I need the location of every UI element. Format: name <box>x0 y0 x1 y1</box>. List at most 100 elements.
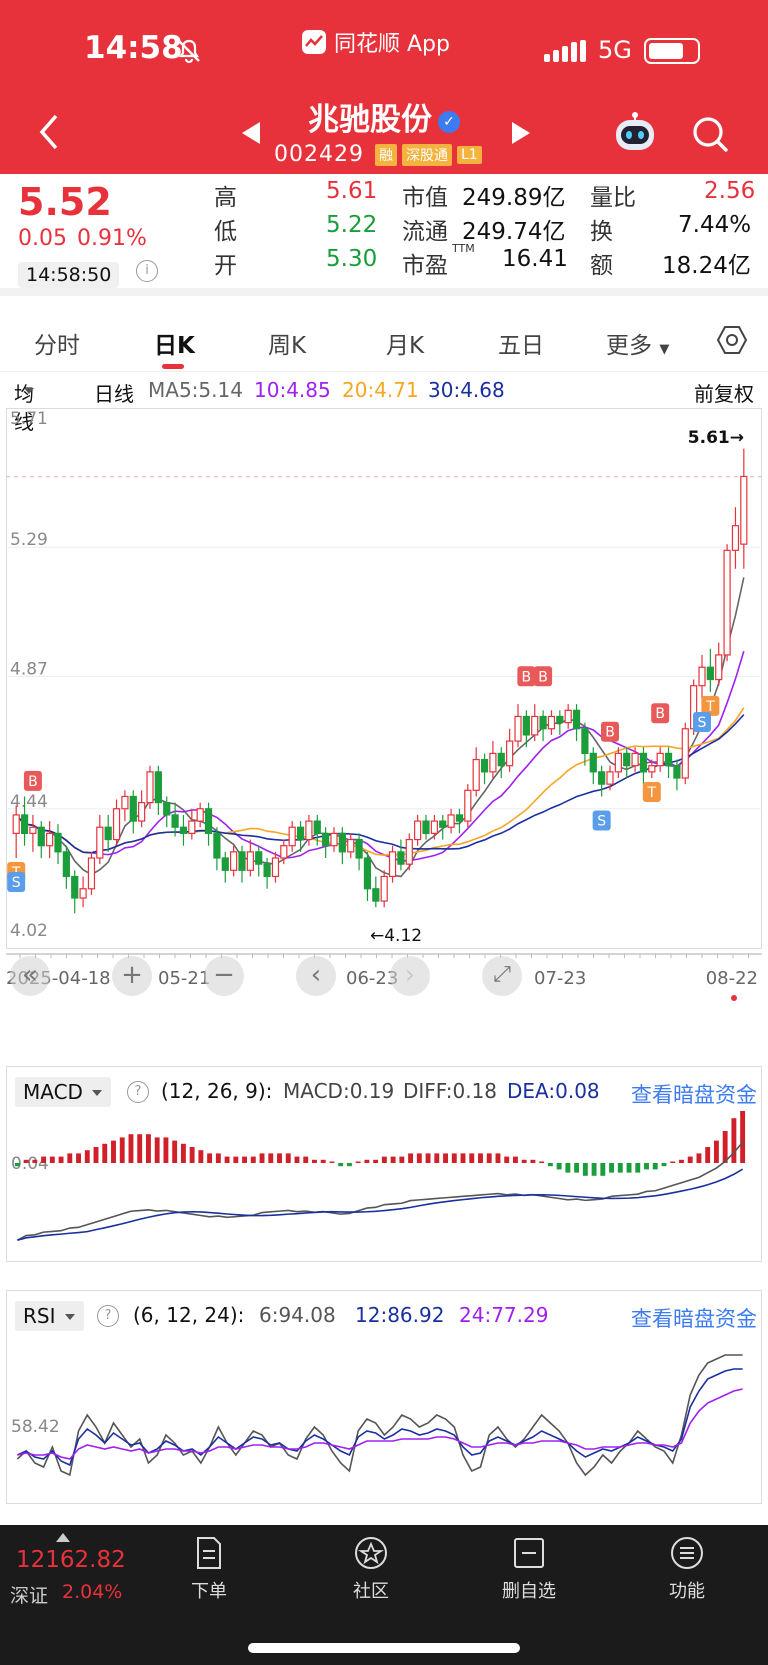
macd-bar <box>381 1156 387 1163</box>
bell-muted-icon <box>178 39 200 64</box>
rsi-selector[interactable]: RSI <box>15 1301 84 1331</box>
candle-body <box>489 752 497 773</box>
scroll-right-button[interactable]: › <box>390 956 430 996</box>
candle-body <box>706 666 714 681</box>
macd-bar <box>364 1159 370 1163</box>
index-value[interactable]: 12162.82 <box>16 1547 126 1573</box>
prev-stock-icon[interactable] <box>242 122 260 144</box>
candle-body <box>380 875 388 902</box>
stock-header: 14:58 同花顺 App 5G 兆驰股份 ✓ 002429 融 深股通 L1 <box>0 0 768 174</box>
tab-community[interactable]: 社区 <box>326 1535 416 1603</box>
macd-bar <box>32 1159 38 1163</box>
high-value: 5.61 <box>326 178 378 204</box>
search-icon[interactable] <box>690 114 730 154</box>
app-logo-icon <box>302 30 326 54</box>
macd-bar <box>76 1153 81 1163</box>
tab-five-day[interactable]: 五日 <box>498 333 544 359</box>
chart-frame <box>6 408 762 949</box>
candle-body <box>397 851 405 865</box>
candle-body <box>338 832 346 853</box>
signal-sell-marker <box>693 712 711 732</box>
candle-body <box>572 709 581 730</box>
candle-body <box>79 888 87 899</box>
tab-remove-watch[interactable]: 删自选 <box>484 1535 574 1603</box>
vol-ratio-value: 2.56 <box>704 178 756 204</box>
ma10-value: 10:4.85 <box>254 378 331 402</box>
macd-bar <box>617 1163 623 1173</box>
x-tick-label: 07-23 <box>534 968 586 989</box>
macd-bar <box>215 1153 221 1163</box>
candle-body <box>539 715 547 730</box>
macd-bar <box>635 1163 641 1173</box>
macd-dea-line <box>17 1168 744 1241</box>
macd-bar <box>495 1153 501 1163</box>
dark-pool-link-macd[interactable]: 查看暗盘资金 <box>631 1083 757 1107</box>
tab-order[interactable]: 下单 <box>164 1535 254 1603</box>
macd-params: (12, 26, 9): <box>161 1079 273 1103</box>
fullscreen-button[interactable]: ⤢ <box>482 956 522 996</box>
macd-bar <box>591 1163 597 1176</box>
candle-body <box>46 832 54 847</box>
macd-bar <box>198 1150 204 1163</box>
info-icon[interactable]: i <box>136 260 158 282</box>
tab-daily-k[interactable]: 日K <box>154 333 195 359</box>
macd-dea: DEA:0.08 <box>507 1079 600 1103</box>
candle-body <box>20 814 29 834</box>
candle-body <box>355 838 363 859</box>
ma20-line <box>15 707 745 857</box>
macd-bar <box>119 1137 125 1163</box>
rsi-svg: 58.42 <box>11 1354 743 1477</box>
macd-bar <box>207 1153 213 1163</box>
candle-body <box>121 795 129 810</box>
candle-body <box>138 802 146 822</box>
signal-icon <box>544 40 586 62</box>
robot-assistant-icon[interactable] <box>612 112 658 152</box>
signal-buy-marker <box>23 770 42 791</box>
macd-bar <box>224 1156 230 1163</box>
macd-bar <box>556 1163 562 1170</box>
candle-body <box>606 771 614 785</box>
tab-more[interactable]: 更多 ▼ <box>606 326 669 360</box>
kline-chart[interactable]: 5.715.294.874.444.02BTSBBBBSTTS5.61→←4.1… <box>6 408 762 1014</box>
tab-order-label: 下单 <box>191 1581 227 1602</box>
signal-buy-label: B <box>605 725 615 741</box>
tab-monthly-k[interactable]: 月K <box>386 333 425 359</box>
zoom-out-button[interactable]: − <box>204 956 244 996</box>
today-dot <box>731 995 737 1001</box>
macd-help-icon[interactable]: ? <box>127 1081 149 1103</box>
signal-sell-marker <box>7 872 26 892</box>
macd-bar <box>486 1153 492 1163</box>
candle-body <box>723 549 731 656</box>
mcap-value: 249.89亿 <box>462 185 566 211</box>
tab-weekly-k[interactable]: 周K <box>268 333 307 359</box>
rewind-button[interactable]: « <box>10 956 50 996</box>
macd-bar <box>172 1140 178 1163</box>
index-name: 深证 <box>10 1585 49 1607</box>
candle-body <box>715 654 723 681</box>
tab-functions[interactable]: 功能 <box>642 1535 732 1603</box>
candle-body <box>589 752 597 773</box>
remove-watch-icon <box>514 1538 544 1568</box>
rsi-help-icon[interactable]: ? <box>97 1305 119 1327</box>
back-arrow-icon[interactable] <box>34 112 64 152</box>
macd-bar <box>137 1134 143 1163</box>
zoom-in-button[interactable]: + <box>112 956 152 996</box>
dark-pool-link-rsi[interactable]: 查看暗盘资金 <box>631 1307 757 1331</box>
macd-selector[interactable]: MACD <box>15 1077 111 1107</box>
period-tabs: 分时 日K 周K 月K 五日 更多 ▼ <box>0 304 768 372</box>
signal-t-marker <box>642 782 661 802</box>
candle-body <box>29 826 37 834</box>
tab-intraday[interactable]: 分时 <box>34 333 80 359</box>
candle-body <box>639 752 648 773</box>
tab-community-label: 社区 <box>353 1581 389 1602</box>
settings-hexagon-icon[interactable] <box>716 324 748 356</box>
candle-body <box>230 851 238 871</box>
adjust-mode[interactable]: 前复权 <box>694 382 754 406</box>
turnover-label: 换 <box>590 219 613 245</box>
candle-body <box>146 771 154 804</box>
signal-sell-label: S <box>597 813 606 829</box>
candle-body <box>313 820 321 834</box>
next-stock-icon[interactable] <box>512 122 530 144</box>
scroll-left-button[interactable]: ‹ <box>296 956 336 996</box>
candle-body <box>96 826 104 859</box>
